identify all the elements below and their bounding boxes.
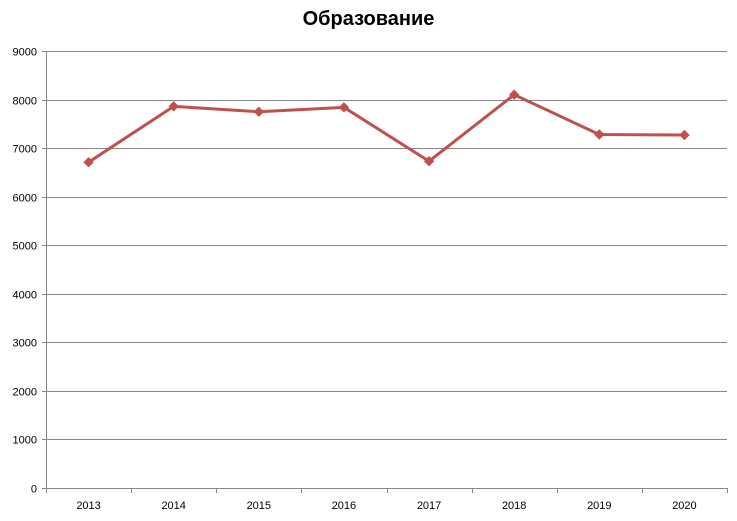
data-point-marker bbox=[594, 129, 605, 140]
data-point-marker bbox=[168, 101, 179, 112]
x-tick-label: 2017 bbox=[417, 500, 441, 512]
x-tick-label: 2015 bbox=[247, 500, 271, 512]
x-tick-label: 2016 bbox=[332, 500, 356, 512]
x-tick-label: 2020 bbox=[672, 500, 696, 512]
y-tick-label: 0 bbox=[31, 484, 37, 496]
data-point-marker bbox=[508, 89, 520, 100]
y-tick-label: 5000 bbox=[13, 241, 37, 253]
x-tick-label: 2018 bbox=[502, 500, 526, 512]
axis-layer bbox=[42, 51, 728, 493]
y-tick-label: 6000 bbox=[13, 193, 37, 205]
chart-title: Образование bbox=[302, 8, 435, 30]
x-tick-label: 2014 bbox=[161, 500, 185, 512]
data-point-marker bbox=[83, 156, 94, 168]
y-tick-label: 2000 bbox=[13, 387, 37, 399]
data-point-marker bbox=[253, 106, 265, 117]
y-tick-label: 9000 bbox=[13, 47, 37, 59]
series-line bbox=[87, 93, 685, 164]
label-layer: 0 1000 2000 3000 4000 5000 6000 7000 8000 9000 201… bbox=[13, 47, 697, 513]
x-tick-label: 2013 bbox=[76, 500, 100, 512]
y-tick-label: 4000 bbox=[13, 290, 37, 302]
grid-layer bbox=[46, 51, 727, 440]
data-point-marker bbox=[679, 129, 690, 141]
data-point-marker bbox=[338, 102, 350, 113]
y-tick-label: 1000 bbox=[13, 435, 37, 447]
y-tick-label: 8000 bbox=[13, 96, 37, 108]
data-point-marker bbox=[423, 156, 435, 167]
y-tick-label: 3000 bbox=[13, 338, 37, 350]
x-tick-label: 2019 bbox=[587, 500, 611, 512]
series-layer bbox=[83, 89, 690, 168]
y-tick-label: 7000 bbox=[13, 144, 37, 156]
